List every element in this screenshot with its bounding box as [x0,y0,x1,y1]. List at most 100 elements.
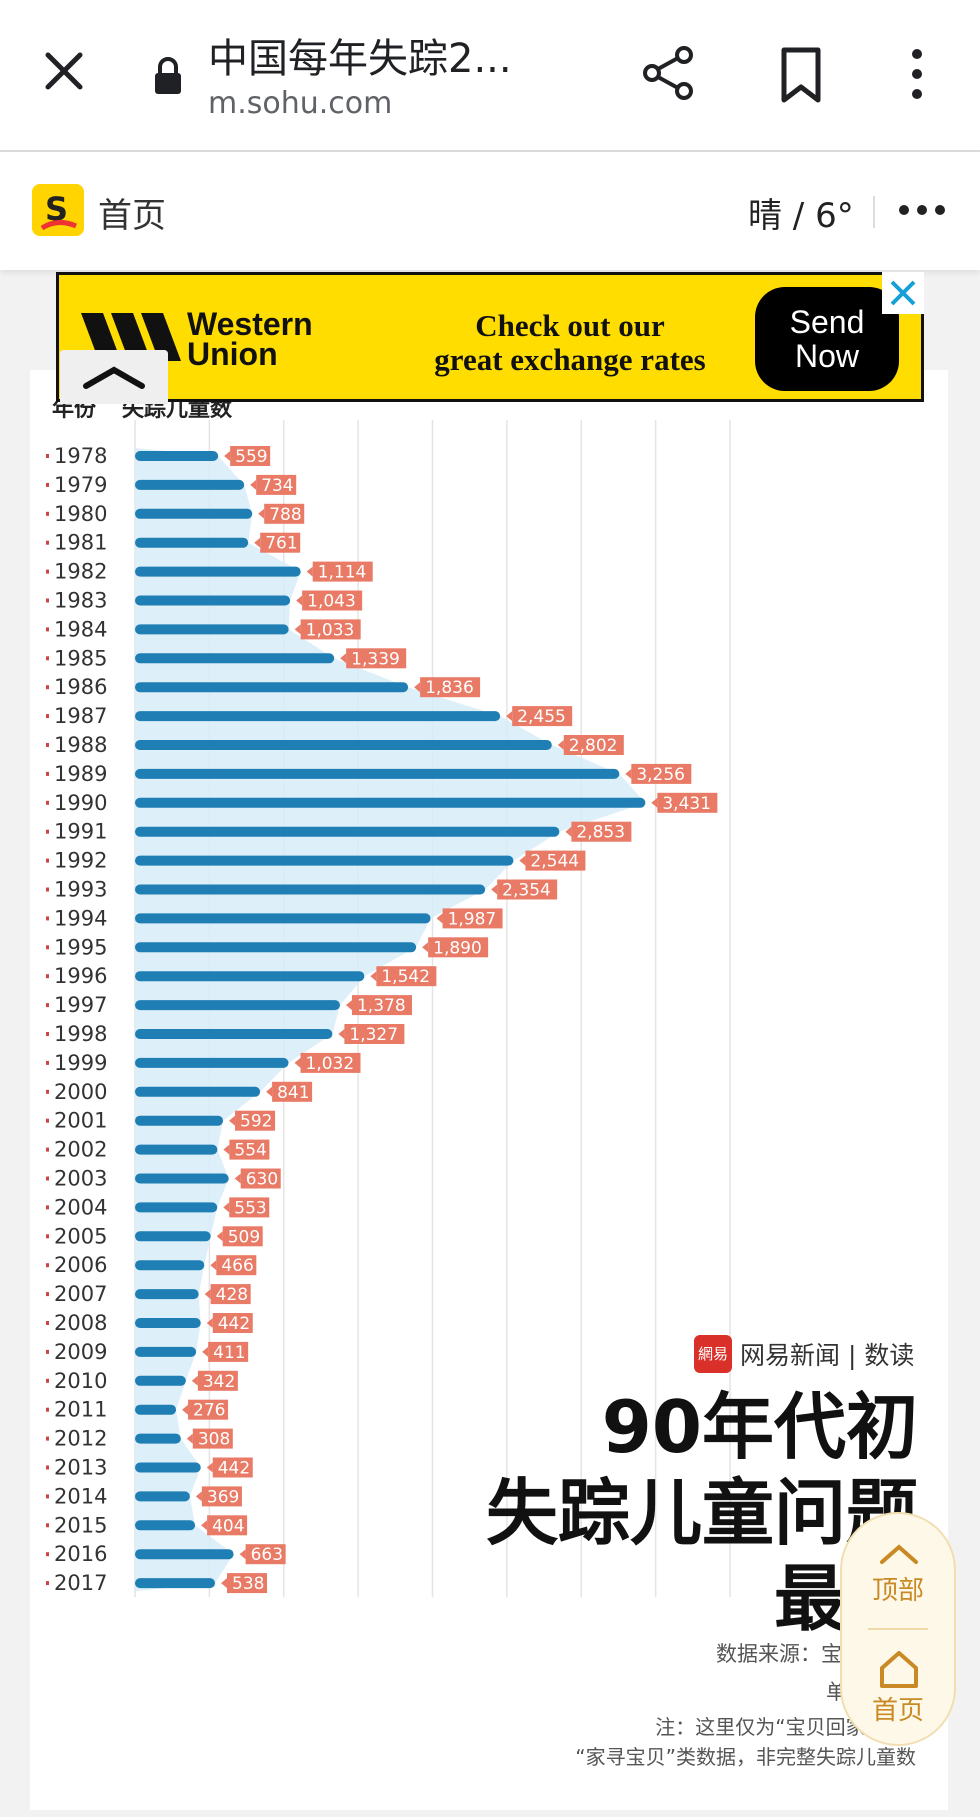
data-label: 1,378 [357,996,406,1016]
value-badge [230,446,271,466]
value-badge [563,735,624,755]
year-tick [46,1292,49,1297]
bar [135,1115,224,1126]
bar [135,451,219,461]
data-label: 1,043 [307,592,356,612]
year-tick [46,1176,49,1181]
value-badge [222,1226,263,1247]
year-label: 1999 [54,1051,107,1075]
value-pointer [201,1520,208,1531]
more-horiz-icon[interactable] [898,202,946,218]
collapse-ad-button[interactable] [60,350,168,404]
data-label: 276 [193,1401,225,1421]
year-tick [46,1118,49,1123]
value-badge [272,1081,313,1102]
value-pointer [557,740,564,750]
value-pointer [224,451,231,461]
sohu-logo-icon[interactable]: S [32,184,84,236]
year-label: 2007 [54,1282,107,1306]
home-link[interactable]: 首页 [98,196,166,236]
bar [135,1231,211,1242]
data-label: 663 [251,1545,283,1565]
data-label: 553 [234,1198,266,1218]
year-label: 2014 [54,1484,107,1508]
data-label: 428 [216,1285,248,1305]
page-url[interactable]: m.sohu.com [208,86,393,121]
value-badge [192,1428,233,1449]
back-to-top-button[interactable]: 顶部 [871,1576,924,1606]
value-badge [631,763,692,784]
svg-text:S: S [45,190,68,228]
note-line-2: “家寻宝贝”类数据，非完整失踪儿童数 [575,1745,916,1769]
value-pointer [370,971,377,982]
value-badge [256,474,297,495]
value-badge [300,619,361,640]
share-icon[interactable] [640,44,698,102]
bar [135,826,560,837]
data-label: 559 [235,447,267,467]
home-icon[interactable] [876,1648,922,1690]
year-tick [46,1263,49,1268]
data-label: 442 [218,1314,250,1334]
value-badge [525,850,586,871]
bar [135,1144,218,1155]
home-button[interactable]: 首页 [871,1696,924,1726]
value-pointer [625,768,632,779]
value-badge [212,1457,253,1478]
data-label: 2,853 [576,823,625,843]
year-tick [46,511,49,516]
year-label: 2003 [54,1167,107,1191]
ad-close-icon[interactable] [882,272,924,314]
year-label: 2015 [54,1513,107,1537]
value-pointer [258,508,265,519]
chevron-up-icon[interactable] [876,1542,922,1566]
year-label: 1981 [54,531,107,555]
year-tick [46,858,49,863]
data-label: 442 [218,1459,250,1479]
year-tick [46,1436,49,1441]
bar [135,479,245,490]
year-tick [46,1089,49,1094]
value-pointer [223,1144,230,1155]
bar [135,1318,201,1328]
year-tick [46,627,49,632]
bar [135,624,289,635]
value-badge [376,966,437,987]
year-label: 2001 [54,1109,107,1133]
bar [135,1202,218,1213]
value-badge [428,937,489,958]
close-icon[interactable] [38,45,90,97]
year-tick [46,1032,49,1036]
value-badge [210,1284,251,1305]
year-label: 1988 [54,733,107,757]
bar [135,1491,190,1502]
bar [135,1520,196,1531]
value-badge [346,648,407,669]
data-label: 1,542 [381,967,430,987]
page-title[interactable]: 中国每年失踪2... [208,36,512,82]
year-tick [46,1465,49,1470]
data-label: 761 [265,534,297,554]
value-badge [229,1197,270,1218]
data-label: 734 [261,476,293,496]
year-label: 2013 [54,1456,107,1480]
year-label: 1984 [54,617,107,641]
value-badge [235,1110,276,1131]
value-badge [188,1399,229,1420]
bar [135,797,646,808]
value-badge [497,879,558,900]
bookmark-icon[interactable] [776,46,826,104]
value-pointer [651,797,658,808]
more-vert-icon[interactable] [900,46,934,102]
bar [135,595,291,606]
data-label: 554 [234,1141,266,1161]
value-pointer [229,1115,236,1126]
send-now-button[interactable]: Send Now [755,287,899,391]
ad-banner[interactable]: Western Union Check out our great exchan… [56,272,924,402]
year-tick [46,540,49,545]
year-label: 2016 [54,1542,107,1566]
value-badge [300,1052,361,1073]
value-pointer [186,1433,193,1444]
data-label: 2,802 [569,736,618,756]
data-label: 592 [240,1112,272,1132]
